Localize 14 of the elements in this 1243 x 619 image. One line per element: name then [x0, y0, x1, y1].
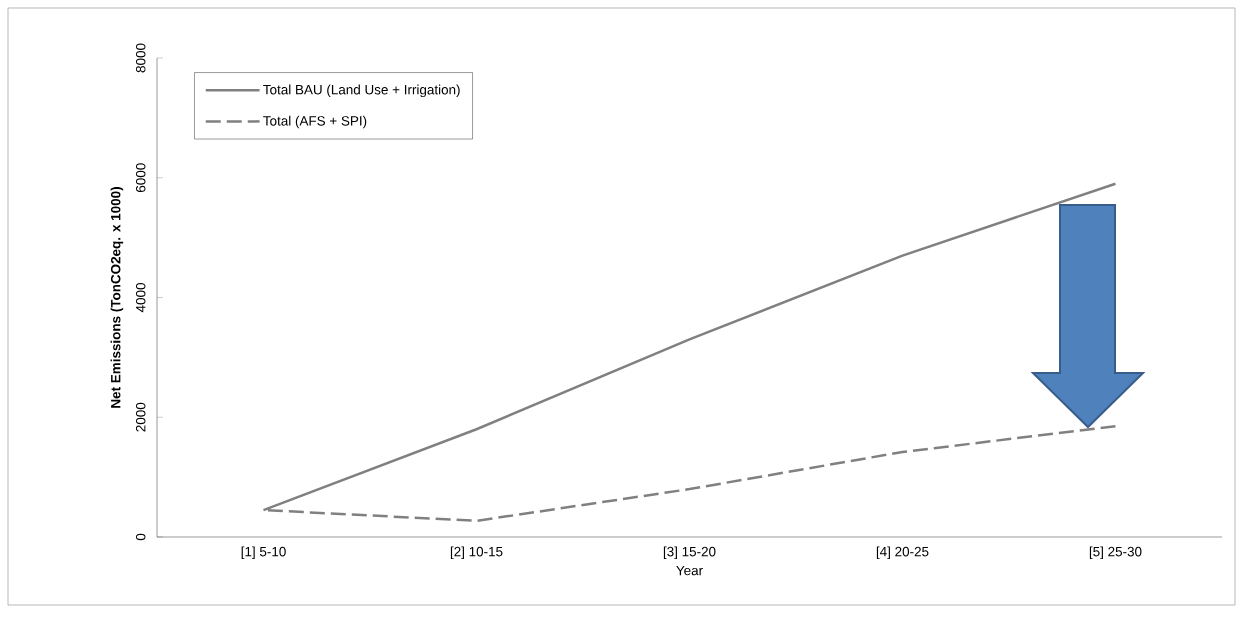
y-tick-label: 6000: [135, 163, 146, 193]
y-tick-label: 2000: [135, 402, 146, 432]
x-tick-label: [2] 10-15: [450, 546, 503, 560]
x-axis-title: Year: [676, 565, 703, 576]
y-axis-title: Net Emissions (TonCO2eq. x 1000): [110, 187, 124, 408]
y-tick-label: 4000: [135, 283, 146, 313]
y-tick-label: 0: [135, 533, 146, 541]
x-tick-label: [1] 5-10: [241, 546, 286, 560]
y-tick-label: 8000: [135, 43, 146, 73]
x-tick-label: [3] 15-20: [663, 546, 716, 560]
x-tick-label: [5] 25-30: [1089, 546, 1142, 560]
legend-label: Total (AFS + SPI): [263, 115, 367, 129]
legend-label: Total BAU (Land Use + Irrigation): [263, 84, 460, 98]
x-tick-label: [4] 20-25: [876, 546, 929, 560]
